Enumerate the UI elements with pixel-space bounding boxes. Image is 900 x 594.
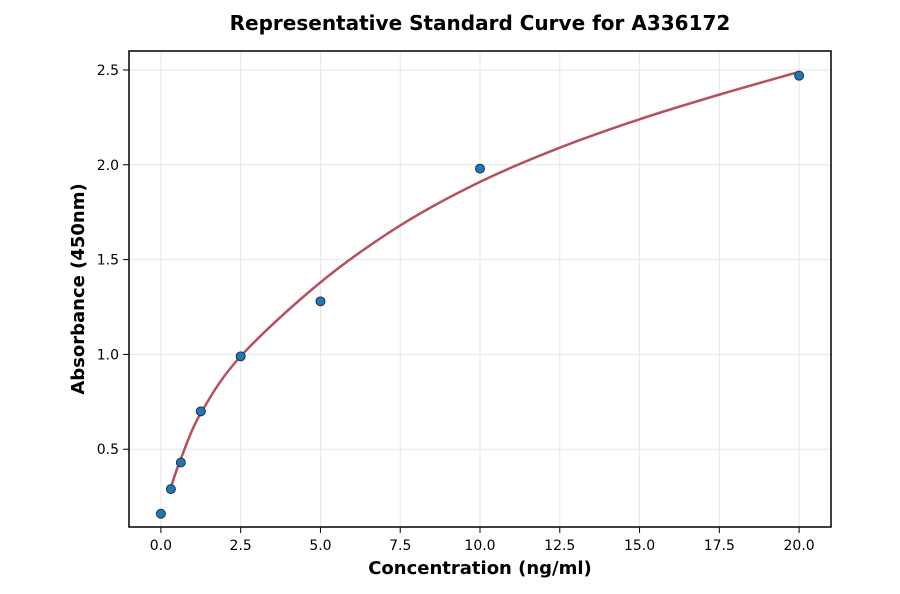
- y-tick-label: 2.5: [97, 63, 119, 79]
- y-tick-label: 1.5: [97, 253, 119, 269]
- x-tick-label: 17.5: [704, 538, 735, 554]
- x-tick-label: 15.0: [624, 538, 655, 554]
- data-point: [195, 406, 206, 417]
- data-point: [235, 351, 246, 362]
- x-tick-label: 12.5: [544, 538, 575, 554]
- y-axis-label: Absorbance (450nm): [68, 183, 89, 394]
- data-points-layer: [155, 70, 805, 519]
- x-tick-label: 10.0: [464, 538, 495, 554]
- data-point: [475, 163, 485, 174]
- data-point: [315, 296, 326, 307]
- x-tick-label: 2.5: [230, 538, 252, 554]
- x-axis: 0.0 2.5 5.0 7.5 10.0 12.5 15.0 17.5 20.0: [150, 527, 815, 554]
- y-tick-label: 0.5: [97, 442, 119, 458]
- x-tick-label: 5.0: [309, 538, 331, 554]
- fit-curve: [169, 70, 800, 488]
- grid: [129, 51, 831, 527]
- data-point: [175, 457, 186, 468]
- x-axis-label: Concentration (ng/ml): [368, 558, 592, 579]
- data-point: [155, 508, 166, 519]
- chart-title: Representative Standard Curve for A33617…: [230, 11, 731, 35]
- data-point: [794, 70, 805, 81]
- y-tick-label: 2.0: [97, 158, 119, 174]
- fit-curve-layer: [169, 70, 800, 488]
- x-tick-label: 0.0: [150, 538, 172, 554]
- x-tick-label: 7.5: [389, 538, 411, 554]
- x-tick-label: 20.0: [784, 538, 815, 554]
- data-point: [165, 484, 176, 495]
- y-axis: 0.5 1.0 1.5 2.0 2.5: [97, 63, 129, 458]
- y-tick-label: 1.0: [97, 347, 119, 363]
